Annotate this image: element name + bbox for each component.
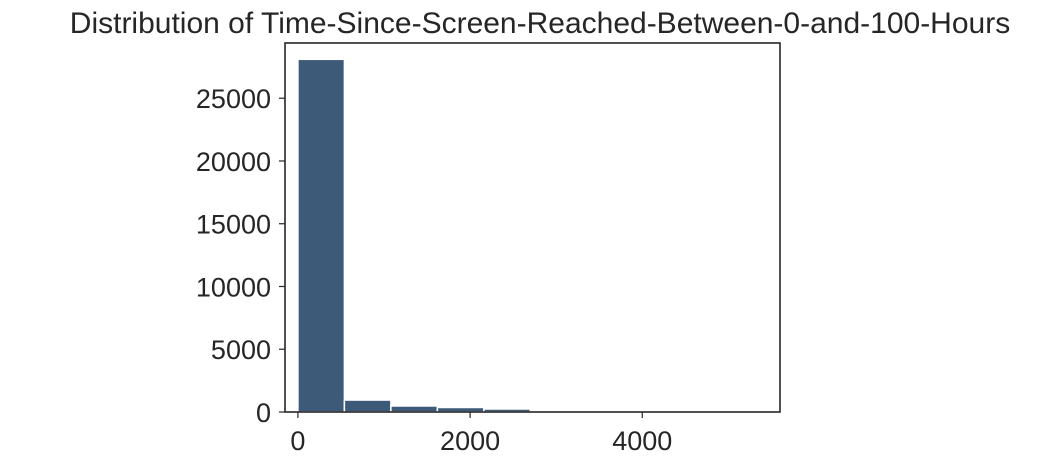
- histogram-bar: [390, 405, 439, 413]
- x-tick-label: 0: [290, 426, 305, 456]
- y-tick-label: 25000: [196, 84, 271, 114]
- x-axis-ticks: 0 2000 4000: [290, 412, 672, 456]
- y-tick-label: 15000: [196, 210, 271, 240]
- y-tick-label: 0: [256, 398, 271, 428]
- y-tick-label: 10000: [196, 272, 271, 302]
- histogram-bar: [343, 399, 392, 413]
- plot-frame: [284, 42, 781, 413]
- y-tick-label: 20000: [196, 147, 271, 177]
- histogram-bars: [297, 58, 764, 413]
- x-tick-label: 2000: [440, 426, 500, 456]
- y-axis-ticks: 0 5000 10000 15000 20000 25000: [196, 84, 285, 428]
- chart-title: Distribution of Time-Since-Screen-Reache…: [70, 7, 1010, 40]
- y-tick-label: 5000: [211, 335, 271, 365]
- histogram-bar: [297, 58, 346, 413]
- x-tick-label: 4000: [612, 426, 672, 456]
